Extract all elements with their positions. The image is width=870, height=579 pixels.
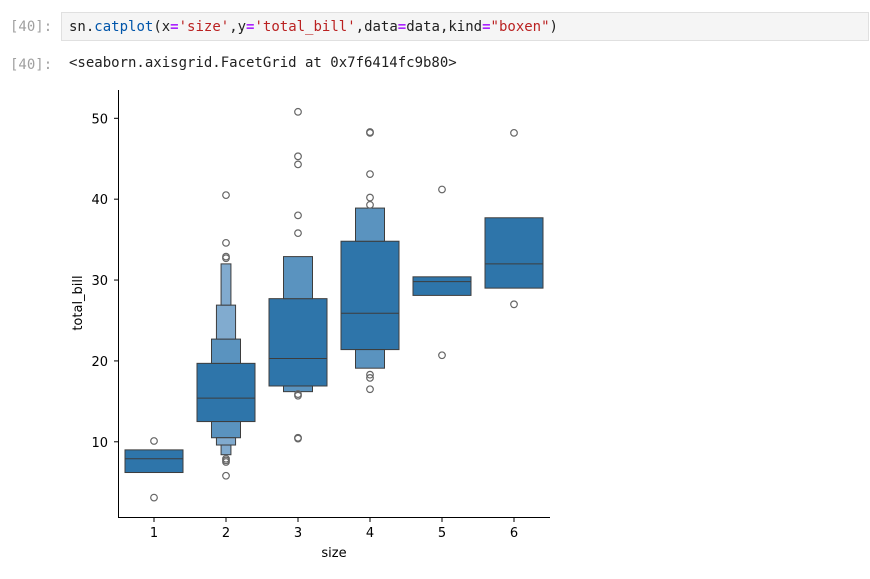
output-cell: [40]: <seaborn.axisgrid.FacetGrid at 0x7…	[0, 50, 870, 76]
code-token: 'size'	[178, 19, 230, 35]
input-prompt: [40]:	[10, 19, 53, 35]
code-token: "boxen"	[490, 19, 550, 35]
output-text: <seaborn.axisgrid.FacetGrid at 0x7f6414f…	[69, 55, 457, 71]
code-token: =	[397, 19, 407, 35]
boxen-plot: 10 20 30 40 50 1 2 3 4 5 6 size total_bill	[71, 90, 550, 561]
box-5-level-0	[412, 276, 472, 296]
outliers-layer	[150, 107, 518, 502]
y-tick-label: 50	[91, 112, 108, 127]
code-token: =	[482, 19, 491, 35]
code-token: 'total_bill'	[254, 19, 356, 35]
boxes-layer	[124, 207, 544, 474]
y-tick-label: 10	[91, 436, 108, 451]
box-4-level-0	[340, 240, 400, 351]
outlier-point	[366, 385, 374, 394]
outlier-point	[294, 434, 302, 443]
outlier-point	[366, 370, 374, 379]
box-2-level-1-lower	[211, 421, 241, 439]
x-tick-label: 5	[438, 526, 446, 541]
box-6-level-0	[484, 217, 544, 289]
code-token: ,y	[229, 19, 247, 35]
outlier-point	[150, 493, 158, 502]
box-2-level-1-upper	[211, 338, 241, 364]
outlier-point	[222, 458, 230, 466]
box-2-level-3-lower	[220, 444, 232, 456]
outlier-point	[366, 128, 374, 137]
code-token: ,data	[355, 19, 398, 35]
box-2-level-2-lower	[215, 437, 237, 446]
x-ticks: 1 2 3 4 5 6	[150, 517, 518, 541]
box-4-level-1-upper	[355, 207, 385, 242]
outlier-point	[366, 170, 374, 179]
code-token: =	[170, 19, 179, 35]
outlier-point	[294, 391, 302, 400]
y-tick-label: 40	[91, 193, 108, 208]
outlier-point	[222, 191, 230, 200]
x-tick-label: 1	[150, 526, 158, 541]
box-2-level-0	[196, 362, 256, 423]
outlier-point	[510, 300, 518, 309]
code-token: =	[246, 19, 255, 35]
box-1-level-0	[124, 449, 184, 474]
code-editor[interactable]: sn.catplot(x='size',y='total_bill',data=…	[61, 12, 869, 41]
code-token: )	[549, 19, 558, 35]
outlier-point	[438, 185, 446, 194]
outlier-point	[510, 128, 518, 137]
box-2-level-2-upper	[215, 304, 237, 340]
box-3-level-1-upper	[283, 256, 313, 300]
outlier-point	[366, 200, 374, 209]
outlier-point	[294, 211, 302, 220]
box-3-level-0	[268, 298, 328, 387]
outlier-point	[222, 238, 230, 247]
outlier-point	[294, 229, 302, 238]
outlier-point	[366, 374, 374, 382]
code-token: catplot	[94, 19, 154, 35]
outlier-point	[294, 160, 302, 169]
outlier-point	[294, 152, 302, 161]
code-token: (x	[153, 19, 171, 35]
x-tick-label: 2	[222, 526, 230, 541]
outlier-point	[438, 351, 446, 360]
output-prompt: [40]:	[10, 57, 53, 73]
y-tick-label: 30	[91, 274, 108, 289]
y-tick-label: 20	[91, 355, 108, 370]
x-tick-label: 4	[366, 526, 374, 541]
box-2-level-3-upper	[220, 263, 232, 306]
outlier-point	[294, 107, 302, 116]
y-ticks: 10 20 30 40 50	[91, 112, 119, 451]
input-cell[interactable]: [40]: sn.catplot(x='size',y='total_bill'…	[0, 12, 870, 42]
x-axis-label: size	[321, 546, 346, 561]
code-token: sn.	[69, 19, 95, 35]
y-axis-label: total_bill	[71, 275, 86, 330]
outlier-point	[222, 471, 230, 480]
box-4-level-1-lower	[355, 349, 385, 369]
x-tick-label: 3	[294, 526, 302, 541]
outlier-point	[150, 437, 158, 445]
outlier-point	[366, 193, 374, 202]
code-line[interactable]: sn.catplot(x='size',y='total_bill',data=…	[69, 13, 558, 41]
box-3-level-1-lower	[283, 385, 313, 393]
x-tick-label: 6	[510, 526, 518, 541]
code-token: data,kind	[406, 19, 483, 35]
outlier-point	[222, 254, 230, 263]
